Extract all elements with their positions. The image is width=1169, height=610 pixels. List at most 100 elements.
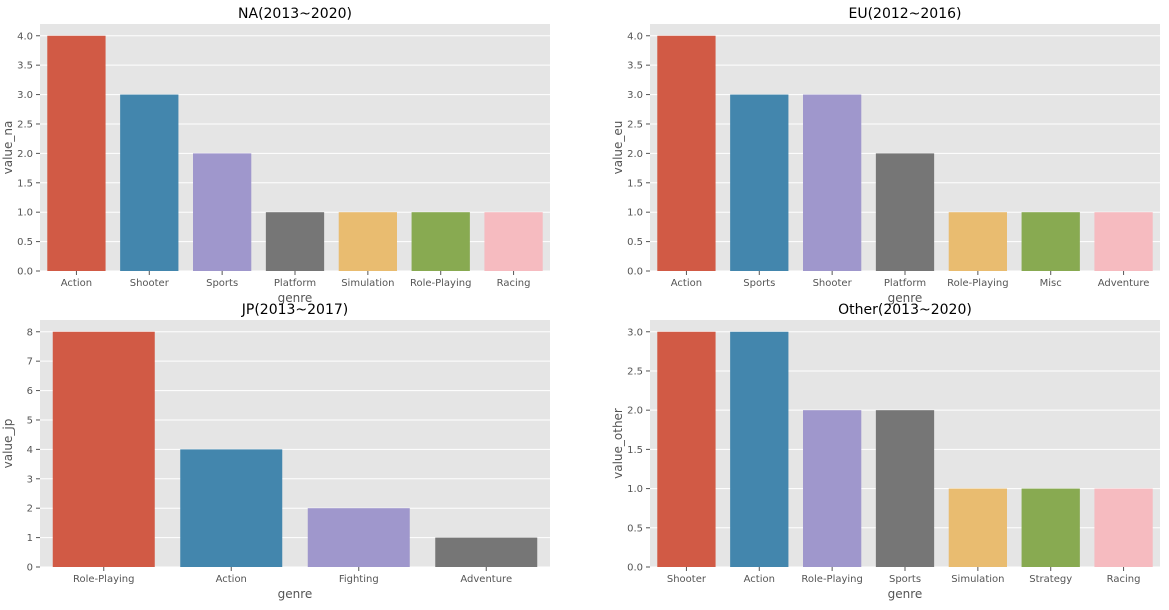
y-tick-label: 0.5	[627, 523, 643, 534]
y-tick-label: 0.0	[627, 267, 643, 278]
bar-misc	[1021, 212, 1080, 271]
x-axis-label: genre	[888, 587, 923, 601]
y-axis-label: value_eu	[611, 121, 625, 175]
bar-action	[657, 35, 716, 272]
x-tick-label: Shooter	[130, 278, 170, 289]
x-tick-label: Shooter	[667, 574, 707, 585]
bar-adventure	[435, 537, 538, 567]
bar-platform	[875, 153, 935, 271]
y-tick-label: 0	[27, 563, 33, 574]
x-tick-label: Action	[216, 574, 247, 585]
bar-action	[730, 331, 789, 567]
y-tick-label: 1.5	[17, 178, 33, 189]
x-axis-label: genre	[278, 291, 313, 305]
y-tick-label: 1	[27, 533, 33, 544]
y-tick-label: 2.5	[627, 119, 643, 130]
bar-racing	[1094, 488, 1153, 567]
y-tick-label: 2.0	[17, 149, 33, 160]
y-tick-label: 4.0	[627, 31, 643, 42]
chart-title: Other(2013~2020)	[838, 302, 972, 318]
bar-adventure	[1094, 212, 1153, 271]
x-tick-label: Action	[61, 278, 92, 289]
chart-title: NA(2013~2020)	[238, 6, 352, 22]
y-axis-label: value_na	[1, 121, 15, 175]
y-tick-label: 3	[27, 474, 33, 485]
bar-shooter	[657, 331, 716, 567]
y-tick-label: 6	[27, 386, 33, 397]
y-tick-label: 3.0	[627, 90, 643, 101]
bar-sports	[193, 153, 252, 271]
bar-simulation	[948, 488, 1007, 567]
x-tick-label: Shooter	[813, 278, 853, 289]
y-tick-label: 2.5	[627, 366, 643, 377]
bar-shooter	[120, 94, 179, 271]
x-tick-label: Strategy	[1029, 574, 1072, 585]
chart-panel-1: 0.0 0.5 1.0 1.5 2.0 2.5 3.0 3.5 4.0 Action Sports S…	[611, 6, 1160, 305]
x-tick-label: Sports	[889, 574, 921, 585]
y-tick-label: 2.0	[627, 149, 643, 160]
x-tick-label: Role-Playing	[73, 574, 134, 585]
bar-role-playing	[803, 410, 862, 567]
x-axis-label: genre	[888, 291, 923, 305]
x-axis-label: genre	[278, 587, 313, 601]
y-tick-label: 3.5	[627, 61, 643, 72]
y-tick-label: 3.0	[17, 90, 33, 101]
y-tick-label: 0.0	[17, 267, 33, 278]
y-axis-label: value_other	[611, 408, 625, 479]
x-tick-label: Platform	[274, 278, 316, 289]
bar-role-playing	[948, 212, 1007, 271]
x-tick-label: Racing	[497, 278, 531, 289]
bar-action	[180, 449, 283, 567]
x-tick-label: Action	[744, 574, 775, 585]
bar-simulation	[338, 212, 397, 271]
x-tick-label: Role-Playing	[947, 278, 1008, 289]
y-tick-label: 0.5	[17, 237, 33, 248]
bar-platform	[265, 212, 325, 271]
y-tick-label: 1.5	[627, 178, 643, 189]
x-tick-label: Sports	[743, 278, 775, 289]
bar-sports	[730, 94, 789, 271]
x-tick-label: Role-Playing	[410, 278, 471, 289]
x-tick-label: Adventure	[460, 574, 512, 585]
y-tick-label: 1.5	[627, 445, 643, 456]
y-tick-label: 1.0	[627, 208, 643, 219]
y-tick-label: 3.0	[627, 327, 643, 338]
x-tick-label: Misc	[1040, 278, 1062, 289]
x-tick-label: Adventure	[1098, 278, 1150, 289]
y-tick-label: 5	[27, 415, 33, 426]
chart-panel-0: 0.0 0.5 1.0 1.5 2.0 2.5 3.0 3.5 4.0 Action Shooter…	[1, 6, 550, 305]
x-tick-label: Fighting	[339, 574, 379, 585]
bar-sports	[875, 410, 935, 567]
bar-role-playing	[411, 212, 470, 271]
y-tick-label: 3.5	[17, 61, 33, 72]
y-tick-label: 2.0	[627, 406, 643, 417]
x-tick-label: Role-Playing	[801, 574, 862, 585]
bar-action	[47, 35, 106, 272]
chart-panel-3: 0.0 0.5 1.0 1.5 2.0 2.5 3.0 Shooter Action Role-P…	[611, 302, 1160, 601]
y-tick-label: 8	[27, 327, 33, 338]
y-tick-label: 2.5	[17, 119, 33, 130]
y-tick-label: 4	[27, 445, 33, 456]
y-tick-label: 2	[27, 504, 33, 515]
chart-title: EU(2012~2016)	[848, 6, 961, 22]
bar-strategy	[1021, 488, 1080, 567]
chart-panel-2: 0 1 2 3 4 5 6 7 8 Role-Playing Action Fighting Adven…	[1, 302, 550, 601]
y-tick-label: 4.0	[17, 31, 33, 42]
x-tick-label: Platform	[884, 278, 926, 289]
y-tick-label: 0.0	[627, 563, 643, 574]
bar-shooter	[803, 94, 862, 271]
x-tick-label: Sports	[206, 278, 238, 289]
y-axis-label: value_jp	[1, 419, 15, 469]
x-tick-label: Simulation	[951, 574, 1004, 585]
bar-racing	[484, 212, 543, 271]
x-tick-label: Action	[671, 278, 702, 289]
y-tick-label: 1.0	[17, 208, 33, 219]
y-tick-label: 0.5	[627, 237, 643, 248]
y-tick-label: 1.0	[627, 484, 643, 495]
x-tick-label: Racing	[1107, 574, 1141, 585]
chart-title: JP(2013~2017)	[241, 302, 348, 318]
bar-role-playing	[52, 331, 155, 567]
y-tick-label: 7	[27, 357, 33, 368]
bar-fighting	[307, 508, 410, 567]
